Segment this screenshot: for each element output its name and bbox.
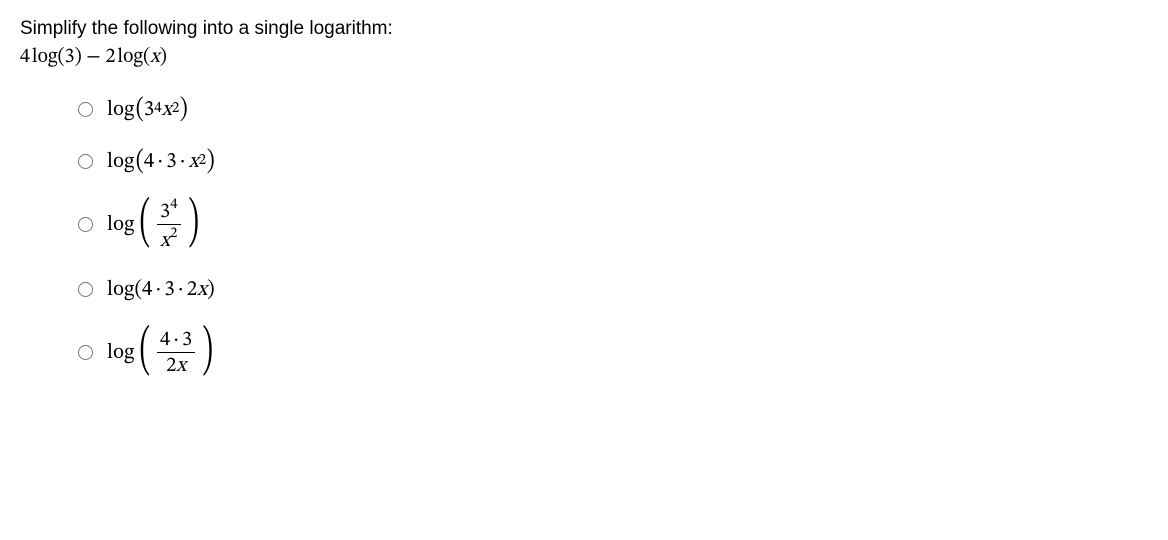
- option-radio-3[interactable]: [78, 217, 93, 232]
- option-radio-5[interactable]: [78, 345, 93, 360]
- option-radio-1[interactable]: [78, 102, 93, 117]
- option-label: log(4·32x): [107, 325, 218, 380]
- option-row[interactable]: log(4·3·x2): [78, 142, 1148, 182]
- option-label: log(4·3·x2): [107, 149, 216, 175]
- option-label: log(34x2): [107, 97, 189, 123]
- option-row[interactable]: log(34x2): [78, 90, 1148, 130]
- options-group: log(34x2) log(4·3·x2) log(34x2) log(4·3·…: [78, 90, 1148, 384]
- option-label: log(4·3·2x): [107, 279, 215, 300]
- option-radio-4[interactable]: [78, 282, 93, 297]
- question-expression: 4log(3) − 2log(x): [20, 44, 1148, 70]
- option-label: log(34x2): [107, 197, 203, 252]
- question-prompt: Simplify the following into a single log…: [20, 16, 1148, 42]
- option-radio-2[interactable]: [78, 154, 93, 169]
- option-row[interactable]: log(4·3·2x): [78, 270, 1148, 310]
- option-row[interactable]: log(4·32x): [78, 322, 1148, 384]
- option-row[interactable]: log(34x2): [78, 194, 1148, 256]
